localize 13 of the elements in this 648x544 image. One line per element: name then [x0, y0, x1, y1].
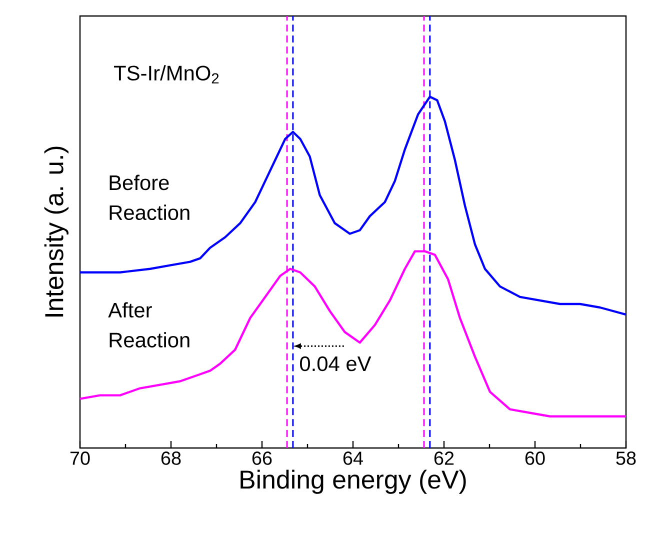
x-tick-label: 62	[434, 452, 454, 465]
x-tick-label: 64	[343, 452, 363, 465]
annotation: 0.04 eV	[300, 356, 372, 372]
series-label: Before Reaction	[110, 174, 190, 220]
x-tick-label: 60	[525, 452, 545, 465]
x-tick-label: 66	[252, 452, 272, 465]
y-axis-title: Intensity (a. u.)	[44, 146, 68, 316]
x-tick-label: 68	[161, 452, 181, 465]
x-axis-title: Binding energy (eV)	[240, 470, 466, 494]
x-tick-label: 58	[616, 452, 636, 465]
x-tick-label: 70	[70, 452, 90, 465]
series-label: After Reaction	[108, 302, 190, 348]
chart-title: TS-Ir/MnO$_{2}$	[114, 65, 219, 84]
